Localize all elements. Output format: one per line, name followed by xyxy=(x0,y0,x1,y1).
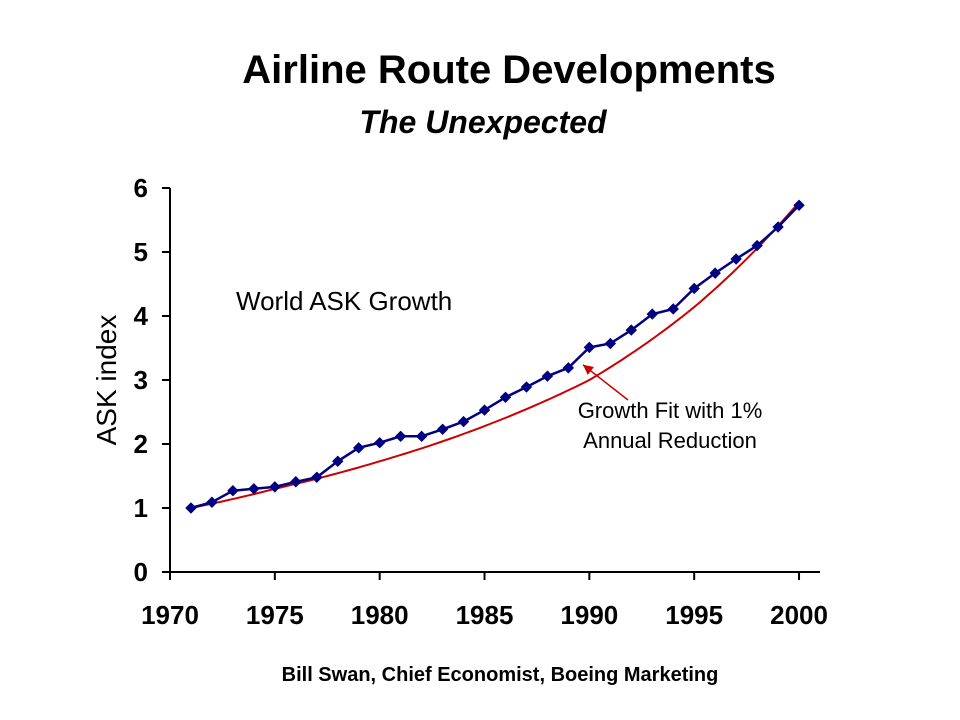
data-point xyxy=(667,303,679,315)
data-point xyxy=(227,485,239,497)
data-point xyxy=(562,362,575,374)
annotation-line-1: Growth Fit with 1% xyxy=(578,398,763,423)
data-point xyxy=(206,496,218,508)
data-point xyxy=(185,502,197,514)
data-point xyxy=(457,415,470,428)
data-point xyxy=(332,455,344,467)
annotation-arrowhead xyxy=(582,364,594,375)
y-tick-label: 0 xyxy=(134,557,148,587)
data-point xyxy=(269,481,281,493)
x-tick-label: 1985 xyxy=(456,600,514,630)
x-tick-label: 1975 xyxy=(246,600,304,630)
data-point xyxy=(709,267,721,279)
data-point xyxy=(730,253,742,265)
data-point xyxy=(772,221,784,233)
x-tick-label: 1995 xyxy=(665,600,723,630)
y-tick-label: 2 xyxy=(134,429,148,459)
chart-title: Airline Route Developments xyxy=(242,48,776,92)
data-point xyxy=(583,341,596,354)
y-tick-label: 3 xyxy=(134,365,148,395)
y-tick-label: 6 xyxy=(134,173,148,203)
data-point xyxy=(541,370,554,382)
data-point xyxy=(290,476,302,488)
data-point xyxy=(688,282,700,295)
y-tick-label: 4 xyxy=(134,301,149,331)
data-point xyxy=(793,199,805,211)
data-point xyxy=(415,430,428,443)
series-label: World ASK Growth xyxy=(236,286,452,316)
data-point xyxy=(499,391,512,403)
ask-growth-line xyxy=(190,204,800,510)
x-tick-label: 2000 xyxy=(770,600,828,630)
data-point xyxy=(353,442,365,454)
data-point xyxy=(625,324,637,336)
data-point xyxy=(520,381,533,393)
data-point xyxy=(478,404,491,416)
fit-curve xyxy=(190,201,800,509)
data-point xyxy=(311,471,323,483)
footer-credit: Bill Swan, Chief Economist, Boeing Marke… xyxy=(281,664,719,686)
x-tick-label: 1980 xyxy=(351,600,409,630)
y-tick-label: 5 xyxy=(134,237,148,267)
y-axis-label: ASK index xyxy=(91,315,122,446)
x-tick-label: 1970 xyxy=(141,600,199,630)
data-point xyxy=(751,239,763,252)
data-point xyxy=(373,437,386,449)
annotation-line-2: Annual Reduction xyxy=(583,428,757,453)
data-point xyxy=(248,483,260,495)
data-point xyxy=(604,337,617,350)
chart-subtitle: The Unexpected xyxy=(359,104,607,140)
x-tick-label: 1990 xyxy=(560,600,618,630)
data-point xyxy=(394,430,407,443)
y-tick-label: 1 xyxy=(134,493,148,523)
data-point xyxy=(436,423,449,435)
data-point xyxy=(646,308,658,320)
